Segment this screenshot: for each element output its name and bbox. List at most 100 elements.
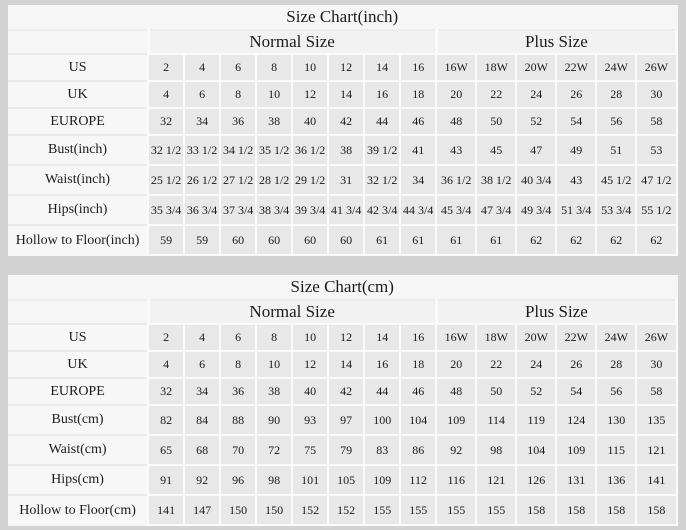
- size-value-cell: 42: [327, 107, 366, 136]
- size-value-cell: 25 1/2: [147, 164, 186, 196]
- size-row: Waist(inch) 25 1/2 26 1/2 27 1/2 28 1/2 29 1/…: [8, 164, 678, 196]
- size-value-cell: 82: [147, 404, 186, 436]
- size-value-cell: 45: [475, 134, 518, 166]
- size-value-cell: 96: [219, 464, 258, 496]
- size-value-cell: 152: [327, 494, 366, 526]
- size-row: US 2 4 6 8 10 12 14 16 16W 18W 20W 22W 24W 26W: [8, 323, 678, 352]
- size-value-cell: 24W: [595, 323, 638, 352]
- row-label: EUROPE: [8, 107, 149, 135]
- size-value-cell: 14: [363, 53, 402, 82]
- size-value-cell: 22: [475, 80, 518, 109]
- size-value-cell: 44: [363, 377, 402, 406]
- size-value-cell: 12: [291, 350, 330, 379]
- size-value-cell: 98: [255, 464, 294, 496]
- size-value-cell: 16: [363, 80, 402, 109]
- size-value-cell: 48: [435, 107, 478, 136]
- size-row: Bust(inch) 32 1/2 33 1/2 34 1/2 35 1/2 36 1/2…: [8, 134, 678, 166]
- size-value-cell: 83: [363, 434, 402, 466]
- size-value-cell: 26: [555, 350, 598, 379]
- size-value-cell: 61: [435, 224, 478, 256]
- size-value-cell: 155: [475, 494, 518, 526]
- size-value-cell: 34: [399, 164, 438, 196]
- size-value-cell: 35 1/2: [255, 134, 294, 166]
- size-value-cell: 88: [219, 404, 258, 436]
- size-value-cell: 46: [399, 107, 438, 136]
- size-value-cell: 37 3/4: [219, 194, 258, 226]
- table-title-inch: Size Chart(inch): [8, 5, 677, 31]
- size-row: EUROPE 32 34 36 38 40 42 44 46 48 50 52 54 56 58: [8, 107, 678, 136]
- size-row: UK 4 6 8 10 12 14 16 18 20 22 24 26 28 30: [8, 80, 678, 109]
- size-value-cell: 60: [291, 224, 330, 256]
- size-value-cell: 60: [255, 224, 294, 256]
- size-value-cell: 130: [595, 404, 638, 436]
- size-value-cell: 49 3/4: [515, 194, 558, 226]
- size-value-cell: 116: [435, 464, 478, 496]
- size-value-cell: 86: [399, 434, 438, 466]
- size-row: Hips(cm) 91 92 96 98 101 105 109 112 116 121 126 131…: [8, 464, 678, 496]
- size-value-cell: 46: [399, 377, 438, 406]
- size-value-cell: 12: [291, 80, 330, 109]
- size-value-cell: 38 3/4: [255, 194, 294, 226]
- size-value-cell: 10: [255, 80, 294, 109]
- size-value-cell: 41 3/4: [327, 194, 366, 226]
- size-value-cell: 44 3/4: [399, 194, 438, 226]
- row-label: Hips(inch): [8, 194, 149, 225]
- size-value-cell: 39 3/4: [291, 194, 330, 226]
- size-value-cell: 33 1/2: [183, 134, 222, 166]
- row-label: UK: [8, 350, 149, 378]
- size-value-cell: 62: [595, 224, 638, 256]
- size-value-cell: 29 1/2: [291, 164, 330, 196]
- size-value-cell: 42: [327, 377, 366, 406]
- size-value-cell: 62: [555, 224, 598, 256]
- size-value-cell: 91: [147, 464, 186, 496]
- row-label: Bust(cm): [8, 404, 149, 435]
- size-value-cell: 28: [595, 80, 638, 109]
- size-value-cell: 2: [147, 53, 186, 82]
- size-value-cell: 50: [475, 107, 518, 136]
- size-value-cell: 59: [147, 224, 186, 256]
- size-value-cell: 147: [183, 494, 222, 526]
- size-value-cell: 32 1/2: [147, 134, 186, 166]
- size-value-cell: 16: [399, 53, 438, 82]
- size-value-cell: 52: [515, 377, 558, 406]
- size-value-cell: 38: [327, 134, 366, 166]
- size-value-cell: 22W: [555, 323, 598, 352]
- size-value-cell: 20W: [515, 53, 558, 82]
- size-value-cell: 12: [327, 53, 366, 82]
- size-value-cell: 97: [327, 404, 366, 436]
- group-header-normal-size: Normal Size: [146, 30, 438, 54]
- size-value-cell: 20W: [515, 323, 558, 352]
- size-value-cell: 58: [635, 107, 678, 136]
- size-value-cell: 43: [435, 134, 478, 166]
- size-value-cell: 54: [555, 107, 598, 136]
- size-value-cell: 47 1/2: [635, 164, 678, 196]
- size-value-cell: 50: [475, 377, 518, 406]
- size-row: Hips(inch) 35 3/4 36 3/4 37 3/4 38 3/4 39 3/4…: [8, 194, 678, 226]
- size-value-cell: 12: [327, 323, 366, 352]
- size-value-cell: 4: [147, 80, 186, 109]
- group-header-plus-size: Plus Size: [434, 30, 679, 54]
- size-value-cell: 6: [219, 53, 258, 82]
- size-value-cell: 34: [183, 377, 222, 406]
- group-header-normal-size: Normal Size: [146, 300, 438, 324]
- size-value-cell: 45 3/4: [435, 194, 478, 226]
- size-value-cell: 121: [475, 464, 518, 496]
- size-value-cell: 14: [327, 80, 366, 109]
- size-value-cell: 18: [399, 350, 438, 379]
- size-value-cell: 36 1/2: [291, 134, 330, 166]
- size-value-cell: 61: [475, 224, 518, 256]
- size-value-cell: 30: [635, 350, 678, 379]
- size-value-cell: 44: [363, 107, 402, 136]
- size-value-cell: 16W: [435, 53, 478, 82]
- size-value-cell: 36: [219, 107, 258, 136]
- size-value-cell: 79: [327, 434, 366, 466]
- size-value-cell: 36 3/4: [183, 194, 222, 226]
- row-label: Hips(cm): [8, 464, 149, 495]
- size-value-cell: 126: [515, 464, 558, 496]
- size-value-cell: 52: [515, 107, 558, 136]
- size-value-cell: 4: [147, 350, 186, 379]
- size-value-cell: 42 3/4: [363, 194, 402, 226]
- size-value-cell: 24: [515, 350, 558, 379]
- title-row: Size Chart(cm): [8, 275, 677, 301]
- row-label: EUROPE: [8, 377, 149, 405]
